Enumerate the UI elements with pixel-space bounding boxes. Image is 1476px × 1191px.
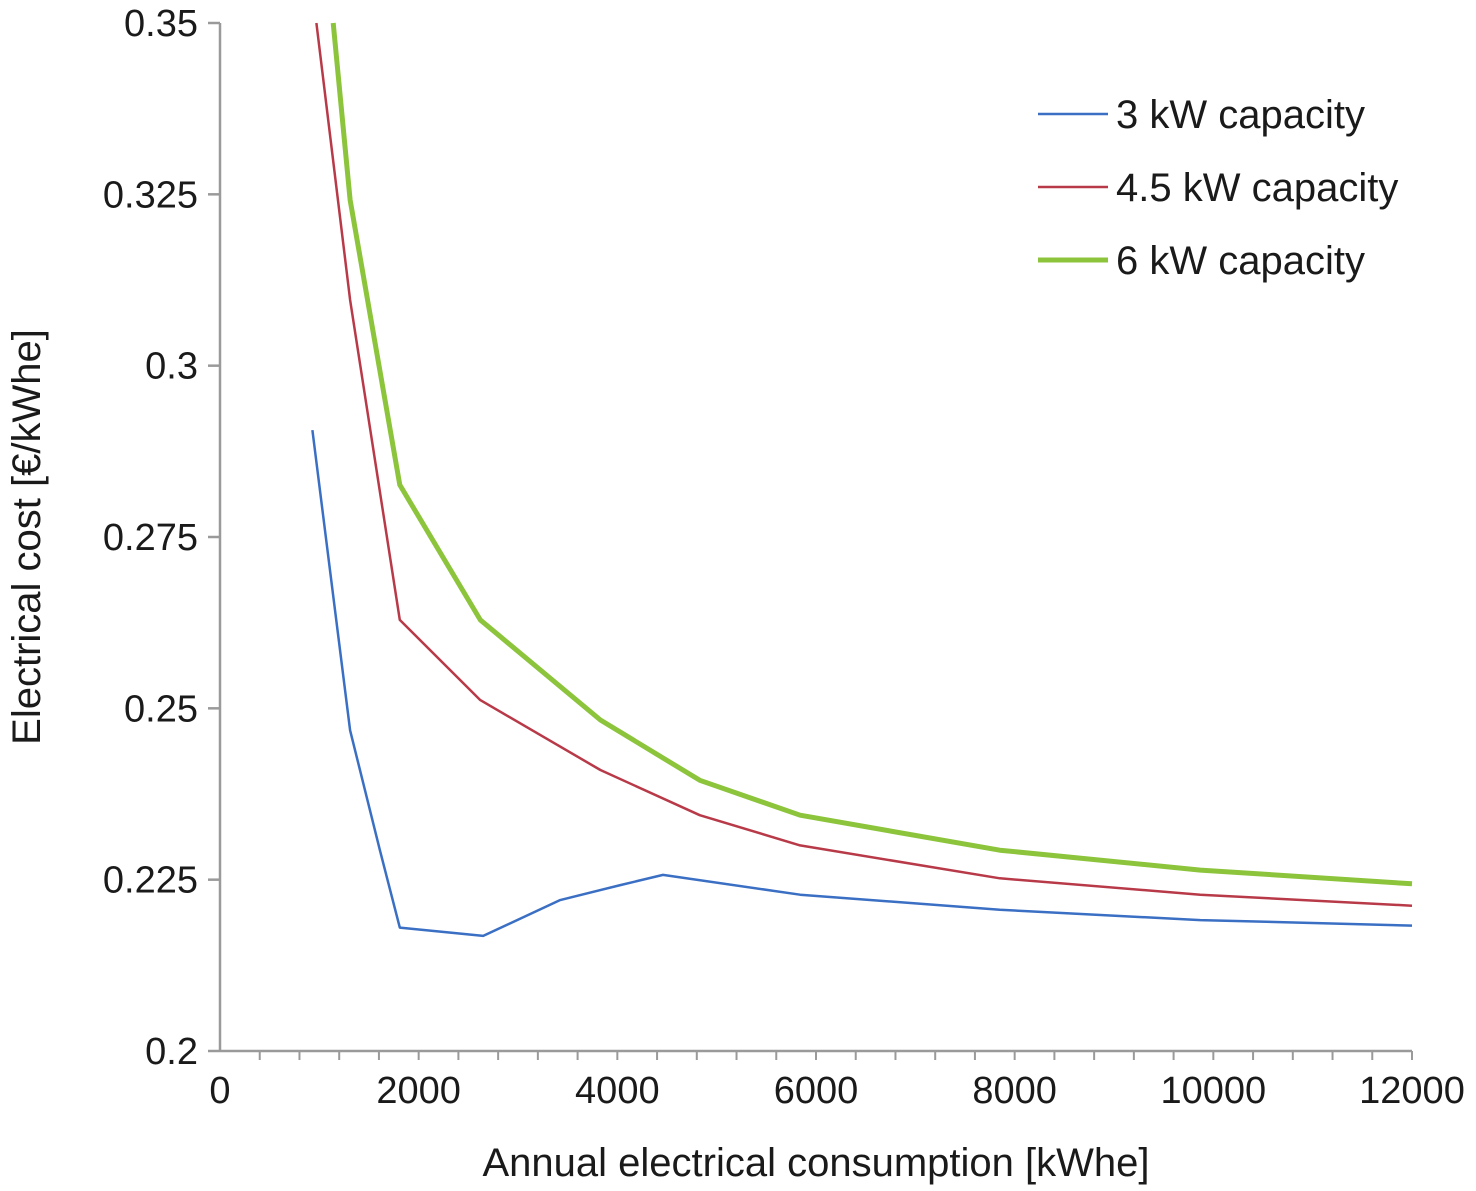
- x-tick-label: 2000: [376, 1070, 461, 1112]
- y-tick-label: 0.35: [124, 3, 198, 45]
- legend: 3 kW capacity 4.5 kW capacity 6 kW capacit…: [1038, 93, 1398, 283]
- legend-label: 4.5 kW capacity: [1116, 166, 1398, 210]
- legend-label: 3 kW capacity: [1116, 93, 1365, 137]
- series-line-1: [311, 429, 1413, 938]
- x-tick-label: 0: [209, 1070, 230, 1112]
- y-tick-label: 0.325: [103, 174, 198, 216]
- y-tick-label: 0.3: [145, 346, 198, 388]
- y-tick-label: 0.25: [124, 688, 198, 730]
- y-axis-label: Electrical cost [€/kWhe]: [5, 329, 49, 745]
- legend-label: 6 kW capacity: [1116, 239, 1365, 283]
- y-tick-label: 0.2: [145, 1031, 198, 1073]
- x-tick-label: 10000: [1160, 1070, 1266, 1112]
- x-tick-label: 8000: [972, 1070, 1057, 1112]
- x-tick-label: 6000: [774, 1070, 859, 1112]
- series-line-2: [315, 22, 1413, 907]
- series-line-3: [330, 22, 1413, 887]
- y-tick-label: 0.225: [103, 860, 198, 902]
- series-group: [311, 22, 1413, 938]
- axes: 0 2000 4000 6000 8000 10000 12000 0.2 0.225 0.25 0…: [103, 3, 1465, 1112]
- x-tick-label: 12000: [1359, 1070, 1465, 1112]
- y-tick-label: 0.275: [103, 517, 198, 559]
- x-tick-label: 4000: [575, 1070, 660, 1112]
- x-axis-label: Annual electrical consumption [kWhe]: [483, 1141, 1150, 1185]
